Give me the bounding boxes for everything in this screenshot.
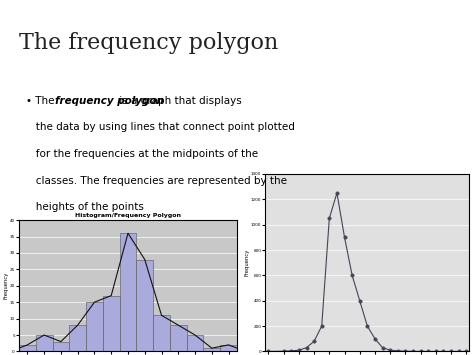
Bar	[220, 345, 237, 351]
Text: for the frequencies at the midpoints of the: for the frequencies at the midpoints of …	[26, 149, 258, 159]
Bar	[119, 233, 137, 351]
Bar	[19, 345, 36, 351]
Bar	[103, 296, 119, 351]
Text: the data by using lines that connect point plotted: the data by using lines that connect poi…	[26, 122, 295, 132]
Bar	[153, 315, 170, 351]
Bar	[137, 260, 153, 351]
Bar	[69, 325, 86, 351]
Bar	[170, 325, 187, 351]
Bar	[203, 348, 220, 351]
Bar	[187, 335, 203, 351]
Text: is a graph that displays: is a graph that displays	[116, 96, 242, 106]
Text: frequency polygon: frequency polygon	[55, 96, 164, 106]
Bar	[86, 302, 103, 351]
Text: classes. The frequencies are represented by the: classes. The frequencies are represented…	[26, 176, 287, 186]
Text: • The: • The	[26, 96, 58, 106]
Title: Histogram/Frequency Polygon: Histogram/Frequency Polygon	[75, 213, 181, 218]
Bar	[36, 335, 53, 351]
Y-axis label: Frequency: Frequency	[3, 272, 8, 300]
Y-axis label: Frequency: Frequency	[245, 249, 249, 277]
Bar	[53, 342, 69, 351]
Text: The frequency polygon: The frequency polygon	[19, 32, 278, 54]
Text: heights of the points: heights of the points	[26, 202, 144, 212]
